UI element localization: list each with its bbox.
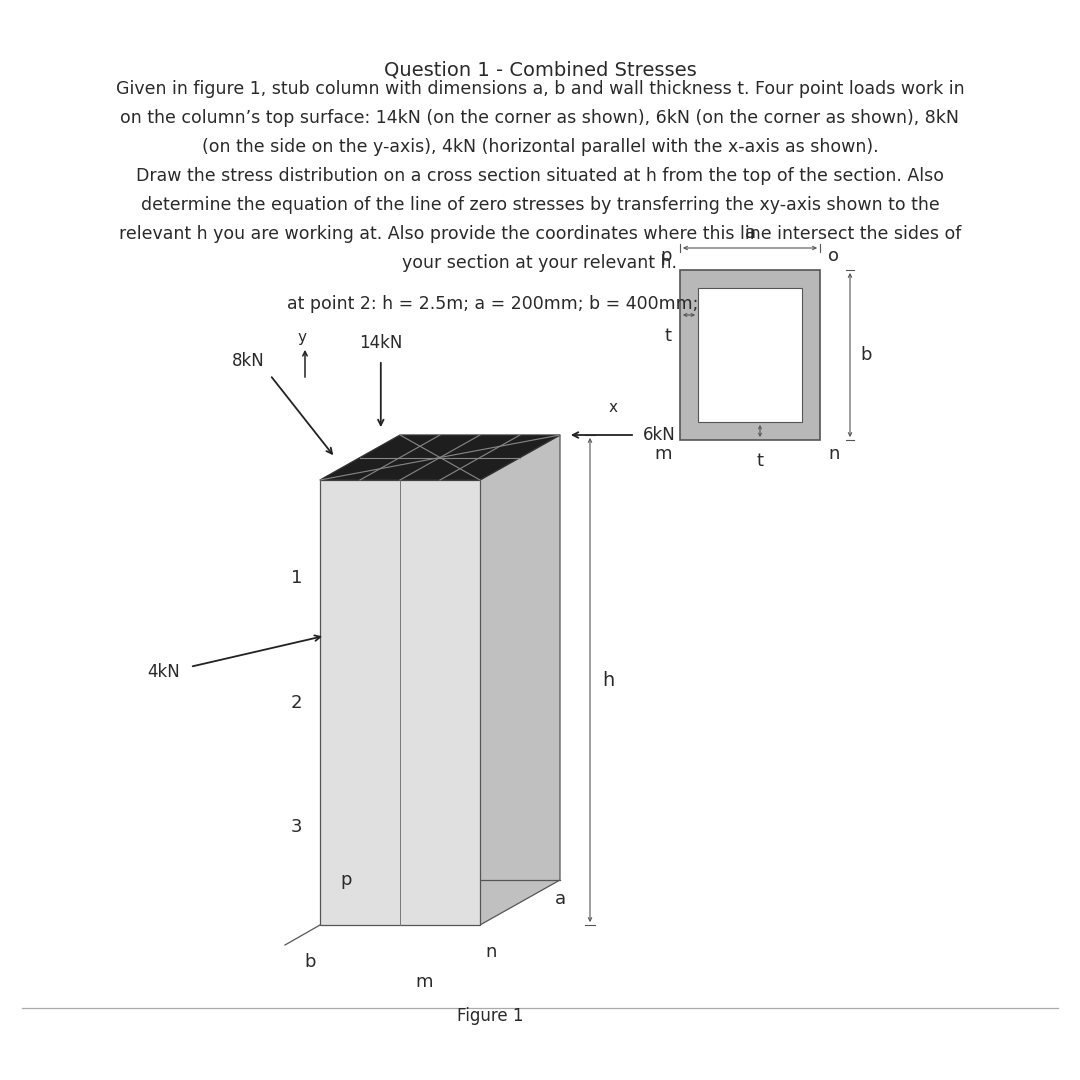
Text: Question 1 - Combined Stresses: Question 1 - Combined Stresses (383, 60, 697, 79)
Text: a: a (555, 890, 566, 908)
Text: n: n (828, 445, 839, 463)
Text: determine the equation of the line of zero stresses by transferring the xy-axis : determine the equation of the line of ze… (140, 195, 940, 214)
Polygon shape (320, 480, 480, 924)
Polygon shape (480, 435, 561, 924)
Text: 6kN: 6kN (643, 426, 676, 444)
Text: 1: 1 (291, 569, 302, 586)
Text: p: p (661, 247, 672, 265)
Text: 3: 3 (291, 819, 302, 836)
Text: 4kN: 4kN (147, 663, 180, 680)
Text: b: b (305, 953, 315, 971)
Text: relevant h you are working at. Also provide the coordinates where this line inte: relevant h you are working at. Also prov… (119, 225, 961, 243)
Text: x: x (608, 400, 618, 415)
Text: 8kN: 8kN (232, 352, 265, 370)
Text: (on the side on the y-axis), 4kN (horizontal parallel with the x-axis as shown).: (on the side on the y-axis), 4kN (horizo… (202, 138, 878, 156)
Bar (698, 288, 802, 422)
Text: at point 2: h = 2.5m; a = 200mm; b = 400mm; t = 15mm: at point 2: h = 2.5m; a = 200mm; b = 400… (287, 295, 793, 313)
Text: h: h (602, 671, 615, 689)
Text: m: m (415, 973, 433, 991)
Text: a: a (744, 224, 756, 242)
Text: your section at your relevant h.: your section at your relevant h. (403, 254, 677, 272)
Text: 14kN: 14kN (360, 334, 403, 352)
Text: y: y (297, 330, 307, 345)
Text: Figure 1: Figure 1 (457, 1007, 523, 1025)
Bar (680, 270, 820, 440)
Text: o: o (828, 247, 839, 265)
Polygon shape (320, 435, 561, 480)
Text: Draw the stress distribution on a cross section situated at h from the top of th: Draw the stress distribution on a cross … (136, 167, 944, 185)
Text: n: n (485, 943, 497, 961)
Text: b: b (860, 346, 872, 364)
Text: t: t (664, 327, 672, 345)
Text: p: p (340, 870, 351, 889)
Text: on the column’s top surface: 14kN (on the corner as shown), 6kN (on the corner a: on the column’s top surface: 14kN (on th… (121, 109, 959, 127)
Text: m: m (654, 445, 672, 463)
Text: Given in figure 1, stub column with dimensions a, b and wall thickness t. Four p: Given in figure 1, stub column with dime… (116, 80, 964, 98)
Text: 2: 2 (291, 693, 302, 712)
Text: t: t (756, 453, 764, 470)
